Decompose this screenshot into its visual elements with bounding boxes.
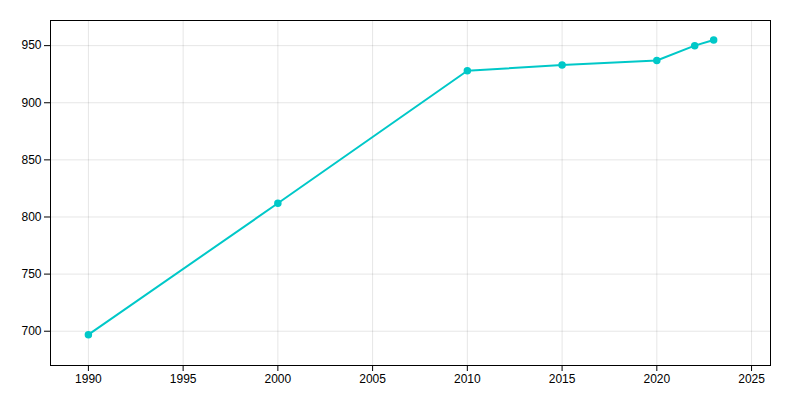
svg-text:2000: 2000 xyxy=(265,372,292,386)
svg-text:2010: 2010 xyxy=(454,372,481,386)
svg-text:950: 950 xyxy=(21,38,41,52)
svg-text:900: 900 xyxy=(21,96,41,110)
svg-text:2005: 2005 xyxy=(359,372,386,386)
svg-text:1995: 1995 xyxy=(170,372,197,386)
svg-text:2015: 2015 xyxy=(549,372,576,386)
svg-text:750: 750 xyxy=(21,267,41,281)
svg-text:850: 850 xyxy=(21,153,41,167)
svg-text:800: 800 xyxy=(21,210,41,224)
svg-text:2025: 2025 xyxy=(738,372,765,386)
svg-text:700: 700 xyxy=(21,324,41,338)
svg-text:1990: 1990 xyxy=(75,372,102,386)
svg-text:2020: 2020 xyxy=(643,372,670,386)
